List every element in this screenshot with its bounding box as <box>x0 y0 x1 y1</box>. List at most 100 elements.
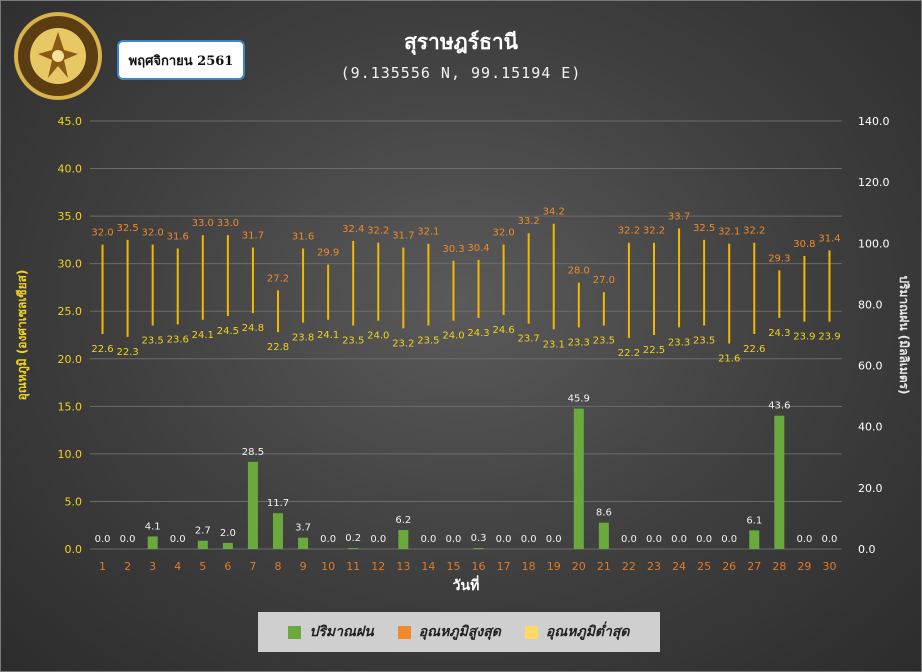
y-left-axis-title: อุณหภูมิ (องศาเซลเซียส) <box>15 270 30 401</box>
rain-value-label: 0.0 <box>621 534 637 545</box>
x-tick-label: 3 <box>149 560 156 573</box>
x-tick-label: 5 <box>199 560 206 573</box>
y-right-tick-label: 100.0 <box>858 237 890 250</box>
rain-value-label: 0.0 <box>446 534 462 545</box>
tmax-value-label: 29.3 <box>768 253 790 264</box>
tmin-value-label: 23.6 <box>167 335 189 346</box>
tmin-value-label: 22.6 <box>743 344 765 355</box>
rain-value-label: 45.9 <box>568 394 590 405</box>
tmax-value-label: 30.4 <box>467 243 489 254</box>
y-left-tick-label: 30.0 <box>58 258 83 271</box>
y-left-tick-label: 20.0 <box>58 353 83 366</box>
y-left-tick-label: 0.0 <box>65 543 83 556</box>
y-right-axis-title: ปริมาณฝน (มิลลิเมตร) <box>897 275 911 394</box>
y-right-tick-label: 80.0 <box>858 298 883 311</box>
x-tick-label: 10 <box>321 560 335 573</box>
tmin-value-label: 23.8 <box>292 333 314 344</box>
tmin-value-label: 23.7 <box>518 334 540 345</box>
rain-value-label: 28.5 <box>242 447 264 458</box>
tmax-value-label: 33.0 <box>217 218 239 229</box>
rain-bar <box>298 537 309 549</box>
legend-label-tmin: อุณหภูมิต่ำสุด <box>545 624 630 640</box>
tmax-value-label: 32.5 <box>116 223 138 234</box>
rain-value-label: 0.0 <box>320 534 336 545</box>
tmin-value-label: 24.5 <box>217 326 239 337</box>
rain-value-label: 6.1 <box>746 515 762 526</box>
x-tick-label: 6 <box>224 560 231 573</box>
y-left-tick-label: 35.0 <box>58 210 83 223</box>
legend-swatch-tmax <box>397 625 411 639</box>
tmax-value-label: 30.3 <box>442 244 464 255</box>
chart-subtitle: (9.135556 N, 99.15194 E) <box>340 64 582 82</box>
rain-bar <box>749 530 760 549</box>
tmin-value-label: 24.0 <box>367 331 389 342</box>
tmax-value-label: 31.6 <box>167 231 189 242</box>
rain-value-label: 0.0 <box>496 534 512 545</box>
chart-title: สุราษฎร์ธานี <box>403 30 519 54</box>
legend-swatch-tmin <box>524 625 538 639</box>
tmin-value-label: 23.1 <box>543 339 565 350</box>
tmax-value-label: 32.1 <box>417 227 439 238</box>
x-tick-label: 11 <box>346 560 360 573</box>
tmax-value-label: 33.7 <box>668 211 690 222</box>
x-tick-label: 24 <box>672 560 686 573</box>
tmax-value-label: 33.0 <box>192 218 214 229</box>
tmin-value-label: 22.8 <box>267 342 289 353</box>
rain-value-label: 0.2 <box>345 533 361 544</box>
tmin-value-label: 23.3 <box>568 337 590 348</box>
rain-value-label: 0.0 <box>721 534 737 545</box>
x-tick-label: 18 <box>522 560 536 573</box>
rain-value-label: 8.6 <box>596 508 612 519</box>
tmax-value-label: 30.8 <box>793 239 815 250</box>
x-tick-label: 8 <box>275 560 282 573</box>
x-tick-label: 26 <box>722 560 736 573</box>
tmax-value-label: 27.2 <box>267 273 289 284</box>
legend-label-tmax: อุณหภูมิสูงสุด <box>418 624 501 640</box>
x-tick-label: 9 <box>300 560 307 573</box>
legend-label-rain: ปริมาณฝน <box>309 624 374 640</box>
legend-item-tmax: อุณหภูมิสูงสุด <box>397 621 501 643</box>
month-label: พฤศจิกายน 2561 <box>117 40 245 80</box>
x-tick-label: 20 <box>572 560 586 573</box>
y-right-tick-label: 20.0 <box>858 482 883 495</box>
rain-value-label: 0.0 <box>95 534 111 545</box>
x-tick-label: 13 <box>396 560 410 573</box>
rain-bars <box>147 408 785 549</box>
rain-value-label: 0.0 <box>420 534 436 545</box>
tmax-value-label: 34.2 <box>543 207 565 218</box>
x-tick-label: 16 <box>472 560 486 573</box>
x-tick-label: 17 <box>497 560 511 573</box>
y-left-tick-label: 10.0 <box>58 448 83 461</box>
tmax-value-label: 29.9 <box>317 248 339 259</box>
rain-value-label: 11.7 <box>267 498 289 509</box>
x-tick-label: 23 <box>647 560 661 573</box>
y-left-tick-label: 5.0 <box>65 495 83 508</box>
y-right-tick-label: 0.0 <box>858 543 876 556</box>
tmin-value-label: 24.1 <box>317 330 339 341</box>
x-tick-label: 25 <box>697 560 711 573</box>
tmax-value-label: 32.0 <box>492 228 514 239</box>
tmax-value-label: 32.4 <box>342 224 364 235</box>
rain-value-label: 4.1 <box>145 521 161 532</box>
x-tick-label: 1 <box>99 560 106 573</box>
y-left-tick-label: 25.0 <box>58 305 83 318</box>
rain-bar <box>398 530 409 549</box>
tmax-value-label: 31.6 <box>292 231 314 242</box>
tmin-value-label: 24.3 <box>768 328 790 339</box>
temperature-ranges <box>101 223 831 344</box>
rain-bar <box>247 461 258 549</box>
rain-bar <box>774 415 785 549</box>
legend-item-rain: ปริมาณฝน <box>288 621 374 643</box>
tmax-value-label: 32.2 <box>643 226 665 237</box>
x-tick-label: 28 <box>772 560 786 573</box>
rain-value-label: 0.0 <box>370 534 386 545</box>
tmin-value-label: 23.5 <box>593 335 615 346</box>
rain-value-label: 0.0 <box>696 534 712 545</box>
tmax-value-label: 32.2 <box>743 226 765 237</box>
tmax-value-label: 33.2 <box>518 216 540 227</box>
tmin-value-label: 24.0 <box>442 331 464 342</box>
gridlines <box>90 120 842 550</box>
tmin-value-label: 23.5 <box>693 335 715 346</box>
x-tick-label: 30 <box>822 560 836 573</box>
rain-value-label: 3.7 <box>295 523 311 534</box>
